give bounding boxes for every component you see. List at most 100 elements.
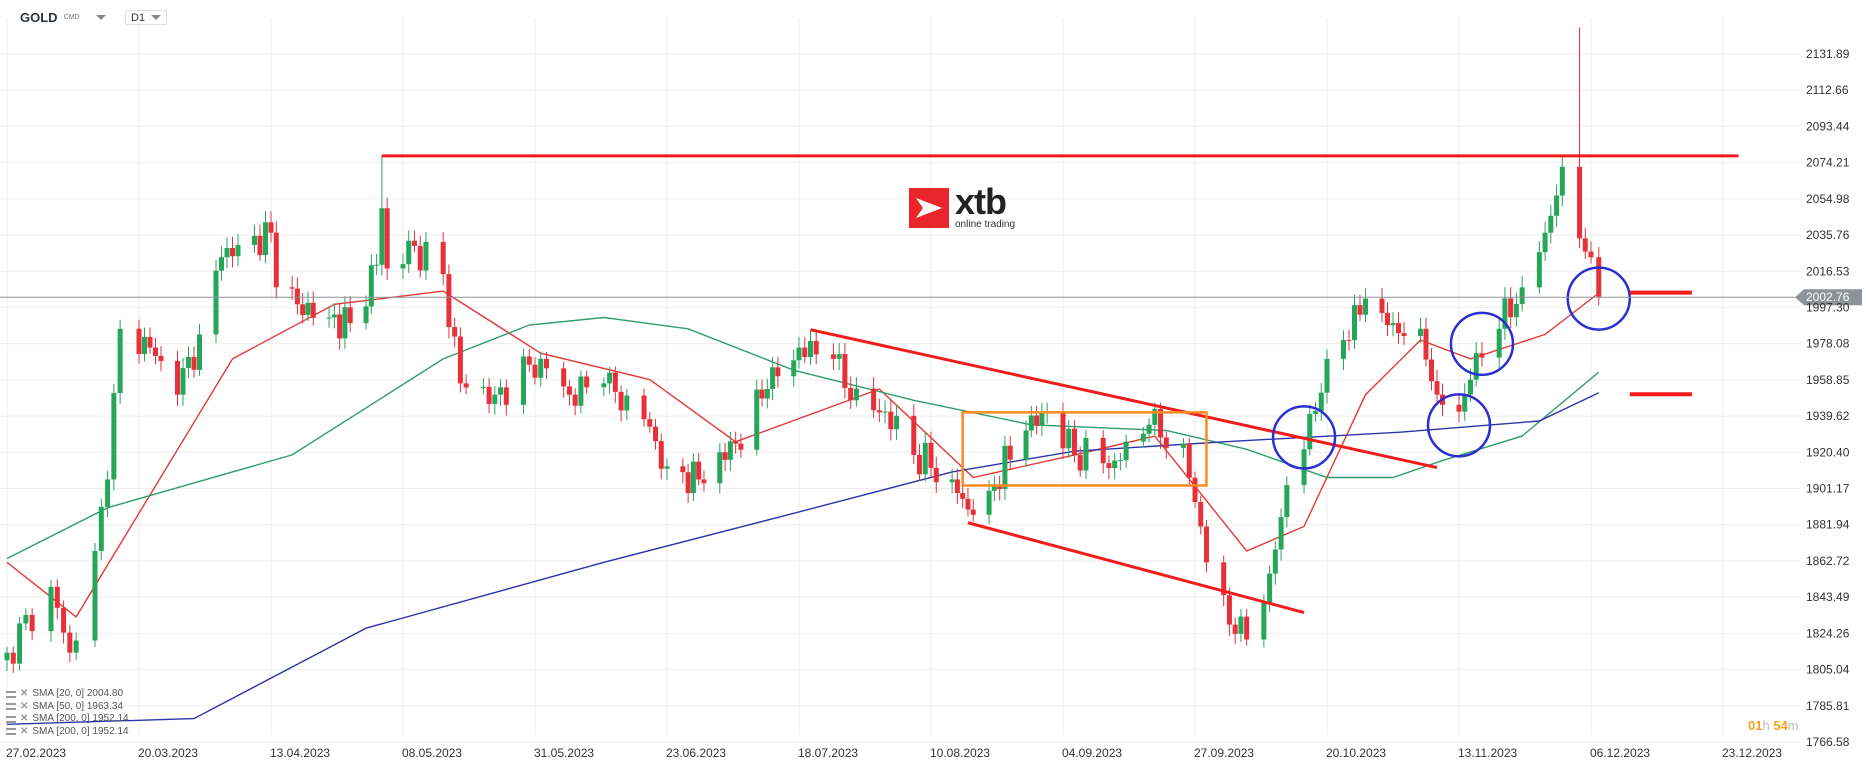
candles (4, 27, 1602, 673)
candle-up (1324, 358, 1330, 393)
candle-down (273, 232, 279, 288)
candle-up (791, 360, 797, 377)
candle-down (813, 340, 819, 355)
candle-up (331, 314, 337, 318)
sma-20-line (6, 290, 1600, 618)
candle-up (1028, 415, 1034, 431)
candle-down (965, 498, 971, 510)
candle-up (1307, 413, 1313, 450)
y-tick-label: 1901.17 (1806, 482, 1850, 496)
y-tick-label: 1766.58 (1806, 735, 1850, 749)
settings-icon[interactable] (6, 703, 16, 711)
candle-down (1060, 411, 1066, 449)
candle-up (73, 640, 79, 653)
candle-up (664, 466, 670, 469)
chevron-down-icon (95, 15, 106, 20)
candle-down (175, 360, 180, 395)
candle-down (457, 336, 463, 384)
candle-up (1140, 433, 1146, 442)
x-axis: 27.02.2023 20.03.2023 13.04.2023 08.05.2023… (6, 746, 1782, 760)
candle-up (213, 270, 219, 335)
symbol-name: GOLD (20, 10, 58, 25)
legend-item[interactable]: ✕ SMA [20, 0] 2004.80 (6, 688, 129, 701)
y-tick-label: 1920.40 (1806, 445, 1850, 459)
candle-up (180, 368, 186, 395)
legend-item[interactable]: ✕ SMA [200, 0] 1952.14 (6, 713, 129, 726)
candle-up (624, 395, 630, 411)
x-tick-label: 08.05.2023 (402, 746, 462, 760)
candle-down (566, 386, 572, 395)
legend-label: SMA [200, 0] 1952.14 (32, 725, 129, 737)
candle-up (894, 415, 900, 430)
candle-down (680, 466, 686, 473)
candle-down (147, 336, 153, 348)
candle-down (871, 388, 877, 411)
candle-down (526, 356, 532, 365)
candle-up (764, 389, 770, 399)
close-icon[interactable]: ✕ (20, 688, 29, 699)
candle-up (1390, 323, 1396, 326)
candle-down (759, 389, 765, 399)
y-tick-label: 1824.26 (1806, 626, 1850, 640)
candle-up (342, 307, 348, 339)
y-tick-label: 2074.21 (1806, 156, 1850, 170)
candle-up (538, 358, 544, 378)
candle-down (191, 356, 197, 370)
candle-down (658, 441, 664, 469)
candle-down (1346, 340, 1352, 342)
candle-down (1401, 333, 1407, 337)
candle-up (1519, 287, 1525, 304)
close-icon[interactable]: ✕ (20, 725, 29, 737)
consolidation-box (961, 411, 1208, 487)
candle-up (1023, 430, 1029, 460)
symbol-selector[interactable]: GOLD CMD (20, 10, 106, 25)
settings-icon[interactable] (6, 728, 16, 736)
settings-icon[interactable] (6, 690, 16, 698)
candle-down (561, 368, 567, 387)
countdown-hours: 01 (1748, 718, 1763, 733)
candle-down (153, 347, 158, 356)
candle-up (406, 240, 412, 265)
candle-up (224, 247, 230, 258)
legend-item[interactable]: ✕ SMA [50, 0] 1963.34 (6, 701, 129, 714)
candle-up (807, 340, 813, 358)
x-tick-label: 27.02.2023 (6, 746, 66, 760)
candle-up (1261, 602, 1267, 640)
close-icon[interactable]: ✕ (20, 713, 29, 724)
channel-upper-line (810, 328, 1438, 470)
timeframe-select[interactable]: D1 (125, 10, 167, 25)
candle-down (612, 372, 618, 392)
candle-up (252, 235, 257, 245)
close-icon[interactable]: ✕ (20, 700, 29, 712)
candle-down (543, 358, 549, 369)
candle-down (1577, 166, 1583, 239)
candle-down (503, 387, 509, 405)
candle-up (754, 389, 760, 450)
candle-up (1278, 517, 1284, 550)
candle-up (219, 257, 224, 271)
candle-up (4, 652, 10, 661)
settings-icon[interactable] (6, 715, 16, 723)
candle-down (1396, 323, 1401, 334)
candle-up (1181, 443, 1187, 448)
candle-up (92, 550, 98, 641)
candle-up (1112, 460, 1118, 469)
candle-up (578, 376, 584, 406)
indicator-legend: ✕ SMA [20, 0] 2004.80 ✕ SMA [50, 0] 1963.3… (6, 688, 129, 738)
candle-down (1423, 328, 1429, 360)
candle-down (158, 355, 164, 361)
candle-down (417, 245, 423, 271)
x-tick-label: 20.03.2023 (138, 746, 198, 760)
y-tick-label: 1997.30 (1806, 300, 1850, 314)
y-tick-label: 1862.72 (1806, 554, 1850, 568)
candle-up (1473, 353, 1479, 380)
candle-down (463, 383, 469, 388)
y-tick-label: 2016.53 (1806, 264, 1850, 278)
candle-down (1479, 353, 1485, 358)
legend-item[interactable]: ✕ SMA [200, 0] 1952.14 (6, 726, 129, 739)
candle-up (400, 264, 406, 269)
candle-down (876, 410, 882, 413)
candle-up (601, 383, 607, 388)
candle-down (1226, 595, 1232, 625)
